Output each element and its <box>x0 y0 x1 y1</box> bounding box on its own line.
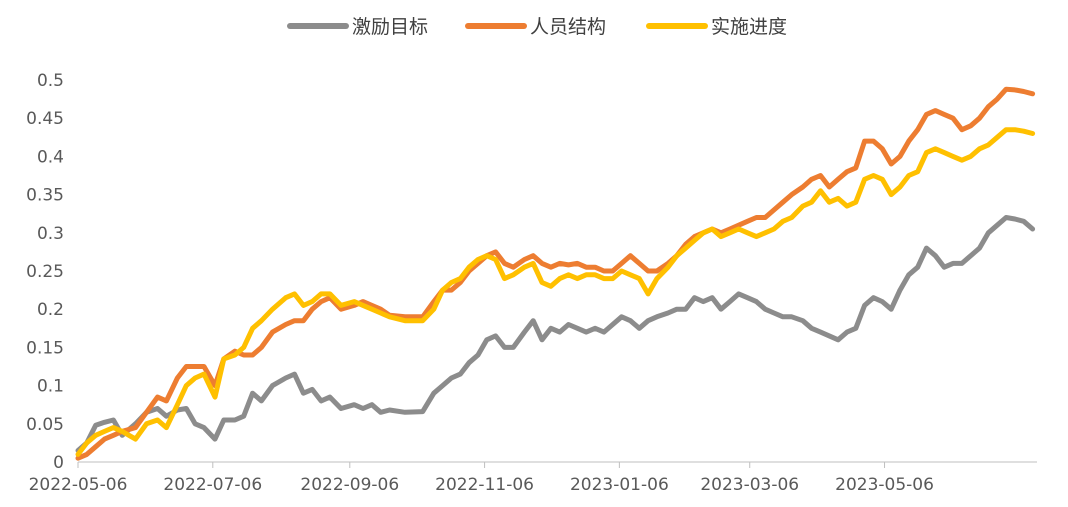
x-tick-label: 2023-03-06 <box>700 475 799 495</box>
plot-area <box>75 86 1036 461</box>
series-line-1 <box>75 215 1036 453</box>
x-tick-label: 2023-05-06 <box>835 475 934 495</box>
legend-label-3: 实施进度 <box>711 16 787 38</box>
x-tick-label: 2023-01-06 <box>570 475 669 495</box>
y-tick-label: 0.4 <box>37 147 64 167</box>
y-tick-label: 0.1 <box>37 377 64 397</box>
series-line-2 <box>75 86 1036 461</box>
series-line-3 <box>75 127 1036 457</box>
y-axis: 0 0.05 0.1 0.15 0.2 0.25 0.3 0.35 0.4 0.45 0.5 <box>26 71 64 473</box>
x-tick-label: 2022-09-06 <box>300 475 399 495</box>
y-tick-label: 0.15 <box>26 338 64 358</box>
y-tick-label: 0 <box>53 453 64 473</box>
x-tick-label: 2022-05-06 <box>29 475 128 495</box>
legend-label-2: 人员结构 <box>530 16 606 38</box>
x-tick-label: 2022-11-06 <box>435 475 534 495</box>
y-tick-label: 0.3 <box>37 224 64 244</box>
x-axis: 2022-05-06 2022-07-06 2022-09-06 2022-11-06… <box>29 461 1037 495</box>
y-tick-label: 0.2 <box>37 300 64 320</box>
y-tick-label: 0.35 <box>26 186 64 206</box>
legend-label-1: 激励目标 <box>352 16 428 38</box>
y-tick-label: 0.5 <box>37 71 64 91</box>
y-tick-label: 0.25 <box>26 262 64 282</box>
y-tick-label: 0.05 <box>26 415 64 435</box>
y-tick-label: 0.45 <box>26 109 64 129</box>
x-tick-label: 2022-07-06 <box>163 475 262 495</box>
legend: 激励目标 人员结构 实施进度 <box>287 16 787 38</box>
